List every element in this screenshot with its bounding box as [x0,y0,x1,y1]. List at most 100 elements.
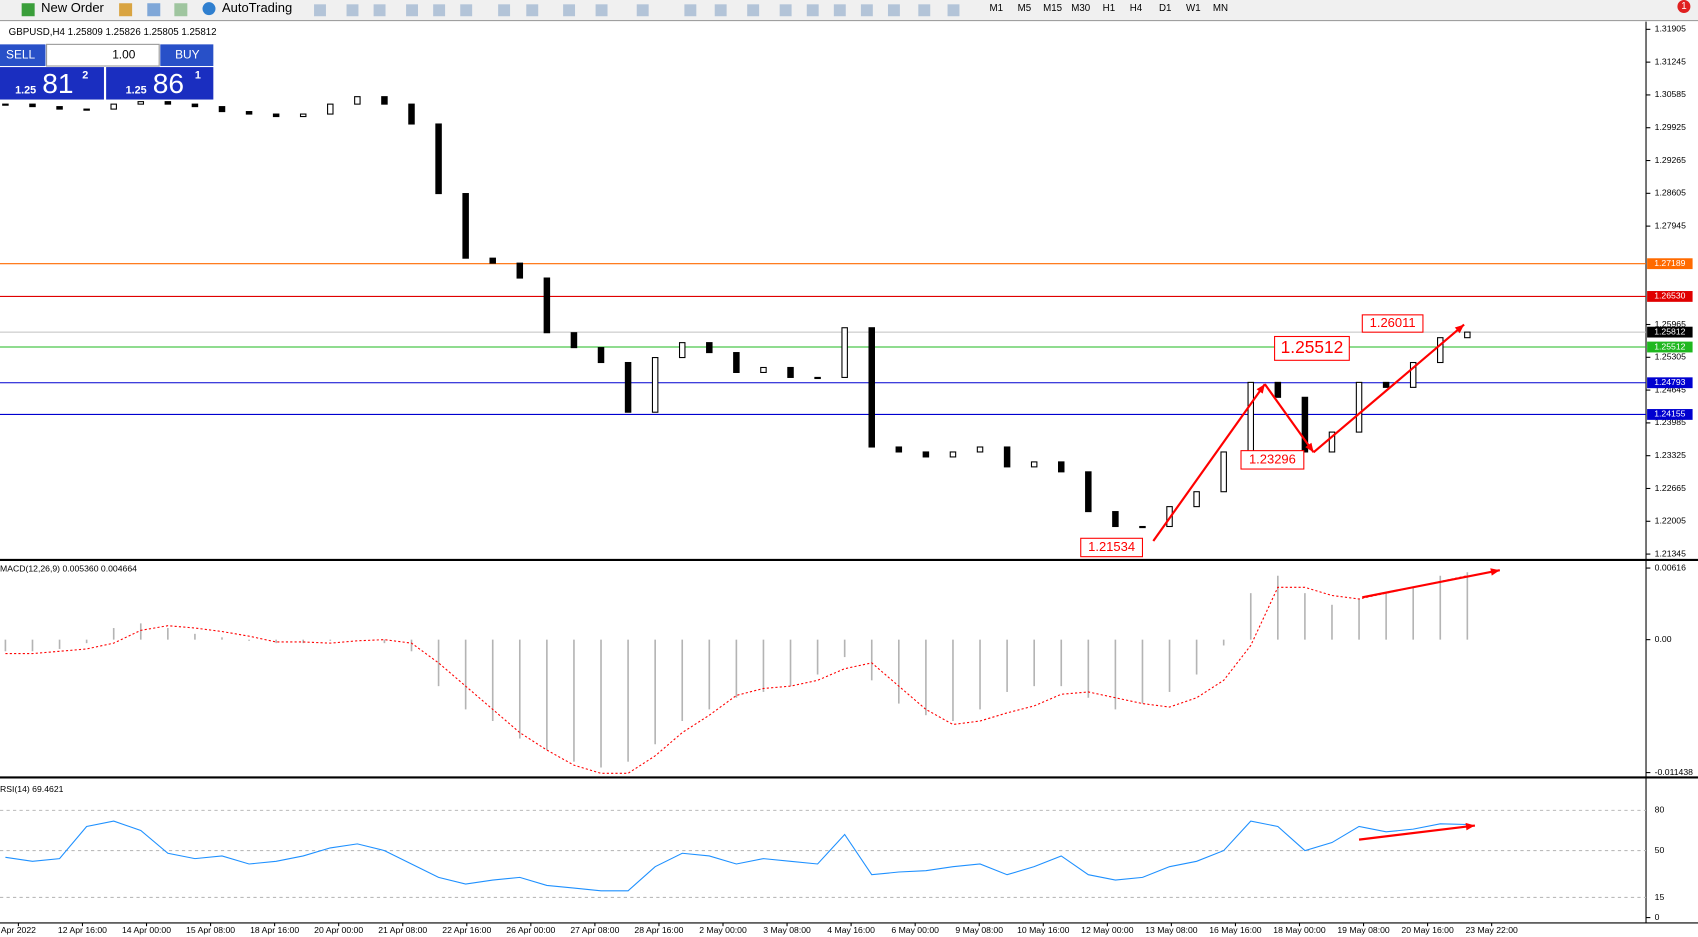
timeframe-button[interactable]: H4 [1130,3,1143,14]
trend-arrow [1362,569,1501,599]
toolbar-icon[interactable] [346,4,359,17]
sell-button[interactable] [0,44,46,67]
candle [597,347,605,364]
x-tick-label: Apr 2022 [1,925,36,935]
candle [895,446,903,453]
y-tick-label: 1.21345 [1655,548,1686,558]
auto-trading-button[interactable]: AutoTrading [222,0,292,15]
y-tick-label: 15 [1655,892,1665,902]
toolbar-icon[interactable] [460,4,473,17]
x-tick-label: 19 May 08:00 [1337,925,1390,935]
notification-count: 1 [1681,1,1686,12]
sell-price-main: 81 [42,68,73,99]
candle [1409,361,1417,388]
toolbar-icon[interactable] [406,4,419,17]
buy-button[interactable] [160,44,214,67]
toolbar-icon[interactable] [563,4,576,17]
timeframe-button[interactable]: MN [1213,3,1228,14]
timeframe-button[interactable]: M1 [990,3,1004,14]
y-tick-label: 1.25965 [1655,319,1686,329]
toolbar-icon[interactable] [714,4,727,17]
timeframe-button[interactable]: W1 [1186,3,1201,14]
candle [164,101,172,105]
toolbar-icon[interactable] [147,3,161,17]
timeframe-button[interactable]: M15 [1043,3,1062,14]
buy-price-box[interactable] [106,67,214,100]
trend-arrow-head [1256,384,1265,394]
candle [1220,451,1227,493]
timeframe-button[interactable]: D1 [1159,3,1171,14]
trend-arrow [1263,383,1315,453]
y-tick-label: 1.31905 [1655,24,1686,34]
trend-arrow [1358,824,1476,841]
annotation-box [1274,335,1350,361]
notification-badge[interactable] [1677,0,1691,13]
auto-trading-icon[interactable] [202,2,216,16]
rsi-line [5,820,1468,892]
toolbar-icon[interactable] [595,4,608,17]
toolbar-icon[interactable] [779,4,792,17]
toolbar [0,0,1698,21]
toolbar-icon[interactable] [684,4,697,17]
y-tick-label: 0.00616 [1655,562,1686,572]
candle [354,96,361,105]
candle [1030,461,1038,468]
x-tick-label: 3 May 08:00 [763,925,811,935]
toolbar-icon[interactable] [747,4,760,17]
candle [1085,471,1092,513]
price-level-label: 1.25512 [1654,341,1685,351]
timeframe-button[interactable]: H1 [1103,3,1115,14]
toolbar-icon[interactable] [498,4,511,17]
candle [624,361,632,413]
toolbar-icon[interactable] [433,4,446,17]
x-tick-label: 26 Apr 00:00 [506,925,555,935]
candle [1301,396,1309,453]
x-tick-label: 23 May 22:00 [1465,925,1518,935]
sell-price-box[interactable] [0,67,104,100]
candle [83,108,90,111]
toolbar-icon[interactable] [887,4,900,17]
indicator-label: RSI(14) 69.4621 [0,784,64,794]
toolbar-icon[interactable] [174,3,188,17]
candle [1274,381,1282,398]
toolbar-icon[interactable] [947,4,960,17]
trend-arrow-head [1465,822,1475,831]
y-tick-label: 1.30585 [1655,89,1686,99]
toolbar-icon[interactable] [119,3,133,17]
x-tick-label: 9 May 08:00 [955,925,1003,935]
candle [56,106,63,110]
price-level-label: 1.24793 [1654,377,1685,387]
lot-field[interactable] [46,43,160,67]
candle [1247,381,1255,453]
timeframe-button[interactable]: M30 [1071,3,1091,14]
candle [381,96,388,105]
new-order-icon[interactable] [21,3,35,17]
price-level-label: 1.26530 [1654,291,1685,301]
annotation-label: 1.26011 [1370,315,1416,330]
x-tick-label: 14 Apr 00:00 [122,925,171,935]
toolbar-icon[interactable] [833,4,846,17]
new-order-button[interactable]: New Order [41,0,104,15]
toolbar-icon[interactable] [806,4,819,17]
toolbar-icon[interactable] [636,4,649,17]
y-tick-label: 1.25305 [1655,352,1686,362]
toolbar-icon[interactable] [314,4,326,17]
price-level-tag [1647,341,1693,353]
annotation-box [1240,450,1305,470]
y-tick-label: 0 [1655,912,1660,922]
toolbar-icon[interactable] [918,4,931,17]
sell-price-small: 2 [82,70,88,82]
trend-arrow-head [1490,568,1500,576]
candle [1193,491,1200,508]
candle [733,352,740,374]
lot-value[interactable]: 1.00 [112,47,136,61]
timeframe-button[interactable]: M5 [1018,3,1032,14]
buy-label[interactable]: BUY [175,47,200,61]
toolbar-icon[interactable] [526,4,539,17]
toolbar-icon[interactable] [373,4,386,17]
sell-label[interactable]: SELL [6,47,35,61]
toolbar-icon[interactable] [860,4,873,17]
x-tick-label: 4 May 16:00 [827,925,875,935]
price-level-tag [1647,258,1693,270]
